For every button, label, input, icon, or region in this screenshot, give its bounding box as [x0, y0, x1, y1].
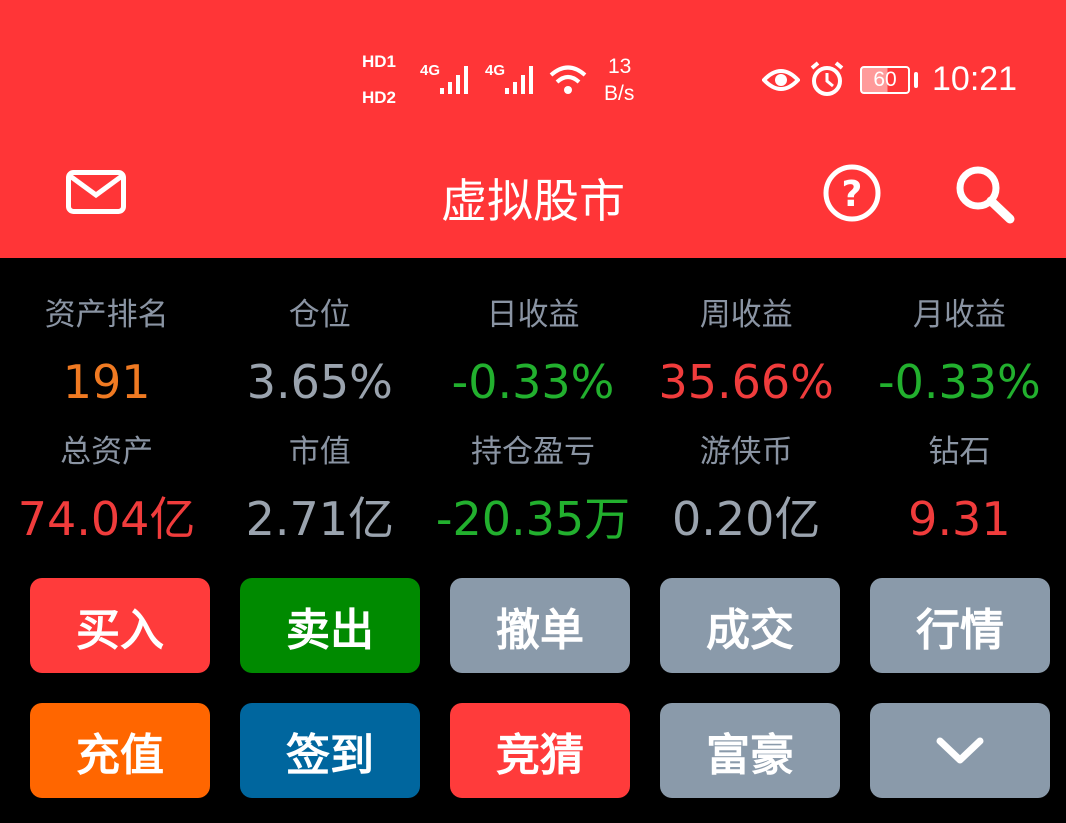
trades-button[interactable]: 成交 [660, 578, 840, 673]
stat-label: 钻石 [928, 434, 991, 470]
signal-icon [505, 66, 533, 94]
help-icon[interactable]: ? [822, 163, 882, 223]
stat-label: 仓位 [288, 297, 351, 333]
signal-icon [440, 66, 468, 94]
stat-value: -0.33% [878, 355, 1041, 409]
expand-button[interactable] [870, 703, 1050, 798]
stat-value: 9.31 [908, 492, 1011, 546]
stat-value: -20.35万 [435, 492, 631, 546]
page-title: 虚拟股市 [441, 174, 625, 228]
stat-label: 市值 [288, 434, 351, 470]
mail-icon[interactable] [66, 170, 126, 214]
eye-icon [762, 69, 800, 91]
stat-value: 191 [62, 355, 151, 409]
clock: 10:21 [932, 60, 1018, 98]
stat-value: 35.66% [658, 355, 834, 409]
stat-value: 3.65% [246, 355, 393, 409]
header-bar [0, 0, 1066, 258]
battery-level: 60 [873, 68, 897, 91]
account-stats: 资产排名 仓位 日收益 周收益 月收益 191 3.65% -0.33% 35.… [0, 290, 1066, 564]
stat-label: 持仓盈亏 [470, 434, 595, 470]
guess-button[interactable]: 竞猜 [450, 703, 630, 798]
stat-value: -0.33% [451, 355, 615, 409]
cancel-order-button[interactable]: 撤单 [450, 578, 630, 673]
network-type-1: 4G [420, 62, 441, 79]
stat-label: 周收益 [699, 297, 793, 333]
stat-label: 日收益 [486, 297, 580, 333]
sell-button[interactable]: 卖出 [240, 578, 420, 673]
stat-label: 总资产 [60, 434, 154, 470]
svg-text:?: ? [842, 174, 863, 215]
wifi-icon [549, 65, 587, 94]
stat-label: 月收益 [912, 297, 1006, 333]
stat-label: 资产排名 [44, 297, 169, 333]
recharge-button[interactable]: 充值 [30, 703, 210, 798]
market-button[interactable]: 行情 [870, 578, 1050, 673]
stat-label: 游侠币 [699, 434, 793, 470]
stat-value: 0.20亿 [671, 492, 821, 546]
battery-icon: 60 [860, 66, 910, 94]
alarm-icon [810, 61, 844, 96]
chevron-down-icon [936, 737, 984, 763]
check-in-button[interactable]: 签到 [240, 703, 420, 798]
network-type-2: 4G [485, 62, 506, 79]
network-speed-unit: B/s [604, 82, 635, 105]
stat-value: 2.71亿 [245, 492, 394, 546]
network-speed-value: 13 [608, 55, 632, 78]
stat-value: 74.04亿 [17, 492, 196, 546]
rich-list-button[interactable]: 富豪 [660, 703, 840, 798]
buy-button[interactable]: 买入 [30, 578, 210, 673]
search-icon[interactable] [952, 163, 1018, 225]
sim2-indicator: HD2 [362, 88, 397, 107]
sim1-indicator: HD1 [362, 52, 397, 71]
battery-tip [914, 72, 918, 88]
